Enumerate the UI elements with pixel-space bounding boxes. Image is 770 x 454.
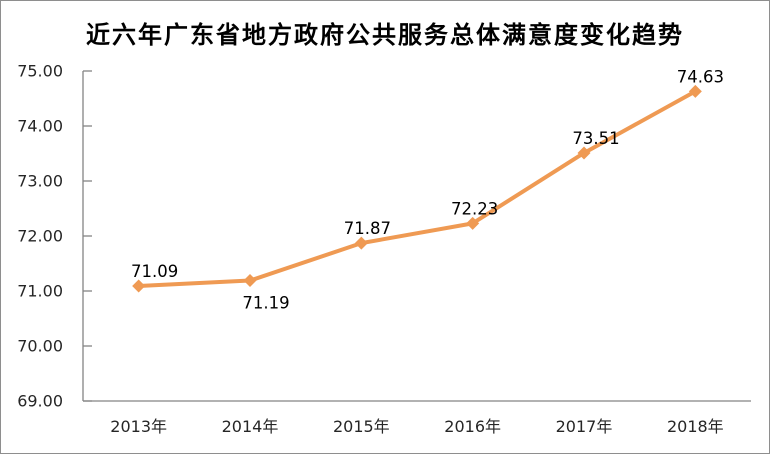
y-tick-label: 75.00 xyxy=(17,62,63,81)
x-tick-label: 2018年 xyxy=(667,417,724,436)
data-point-label: 74.63 xyxy=(677,67,724,86)
x-tick-label: 2013年 xyxy=(110,417,167,436)
data-point-label: 71.87 xyxy=(344,219,391,238)
x-tick-label: 2016年 xyxy=(444,417,501,436)
data-point-label: 71.09 xyxy=(131,262,178,281)
y-tick-label: 71.00 xyxy=(17,282,63,301)
y-tick-label: 70.00 xyxy=(17,337,63,356)
data-point-marker xyxy=(688,84,702,98)
chart-title: 近六年广东省地方政府公共服务总体满意度变化趋势 xyxy=(86,23,684,49)
y-tick-label: 73.00 xyxy=(17,172,63,191)
series-line xyxy=(136,89,698,289)
data-point-marker xyxy=(577,146,591,160)
x-tick-label: 2017年 xyxy=(556,417,613,436)
x-tick-label: 2014年 xyxy=(222,417,279,436)
data-point-marker xyxy=(132,279,146,293)
data-point-marker xyxy=(243,274,257,288)
y-tick-label: 69.00 xyxy=(17,392,63,411)
x-tick-label: 2015年 xyxy=(333,417,390,436)
data-point-label: 72.23 xyxy=(451,199,498,218)
y-tick-label: 74.00 xyxy=(17,117,63,136)
y-tick-label: 72.00 xyxy=(17,227,63,246)
data-point-marker xyxy=(466,216,480,230)
data-point-label: 71.19 xyxy=(242,294,289,313)
data-point-label: 73.51 xyxy=(572,129,619,148)
data-point-marker xyxy=(354,236,368,250)
